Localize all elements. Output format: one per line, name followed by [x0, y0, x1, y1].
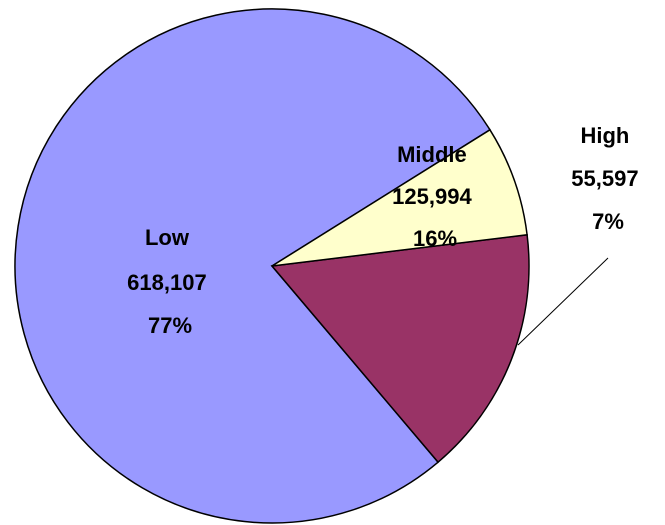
pie-slice-middle: [270, 233, 530, 464]
pie-slices: [14, 8, 530, 524]
label-low-value: 618,107: [127, 270, 207, 295]
label-middle-percent: 16%: [413, 226, 457, 251]
label-middle: Middle 125,994 16%: [392, 142, 478, 251]
label-low-name: Low: [145, 225, 190, 250]
label-low: Low 618,107 77%: [127, 225, 213, 338]
label-middle-name: Middle: [397, 142, 467, 167]
leader-line-high: [517, 257, 609, 346]
label-middle-value: 125,994: [392, 184, 472, 209]
pie-slice-low: [14, 8, 491, 524]
label-high-name: High: [580, 123, 629, 148]
pie-slice-high: [271, 128, 528, 267]
label-high-value: 55,597: [571, 166, 638, 191]
label-high: High 55,597 7%: [571, 123, 644, 234]
label-high-percent: 7%: [592, 209, 624, 234]
label-low-percent: 77%: [148, 313, 192, 338]
